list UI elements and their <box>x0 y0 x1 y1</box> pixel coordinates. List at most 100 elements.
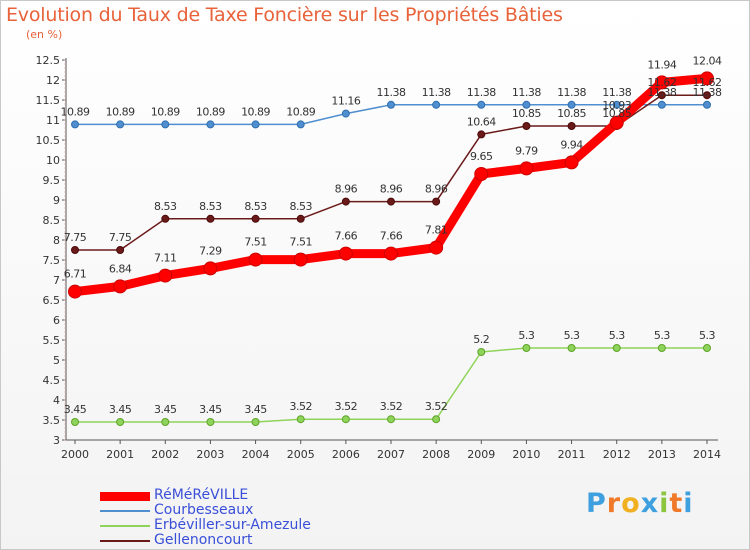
y-tick-label: 5.5 <box>43 334 61 347</box>
data-point-gellenoncourt <box>477 130 486 139</box>
data-label-courbesseaux: 11.38 <box>512 86 541 99</box>
y-tick-label: 4 <box>53 394 60 407</box>
data-point-erbeviller <box>477 348 486 356</box>
data-label-gellenoncourt: 8.96 <box>335 183 358 196</box>
logo-letter: i <box>659 488 670 519</box>
data-label-erbeviller: 3.52 <box>335 400 358 413</box>
legend-label-erbeviller: Erbéviller-sur-Amezule <box>154 517 311 533</box>
data-label-gellenoncourt: 10.85 <box>512 107 541 120</box>
data-point-remereville <box>609 115 624 130</box>
data-point-erbeviller <box>657 344 666 352</box>
y-tick-label: 7 <box>53 274 60 287</box>
x-tick-label: 2006 <box>332 448 360 461</box>
y-tick-label: 3.5 <box>43 414 61 427</box>
data-label-courbesseaux: 11.38 <box>693 86 722 99</box>
proxiti-logo: Proxiti <box>586 488 694 519</box>
chart-title: Evolution du Taux de Taxe Foncière sur l… <box>6 4 563 26</box>
data-label-erbeviller: 5.3 <box>609 329 625 342</box>
data-label-gellenoncourt: 10.64 <box>467 115 496 128</box>
data-label-remereville: 7.66 <box>335 230 358 243</box>
data-point-erbeviller <box>522 344 531 352</box>
y-tick-label: 6 <box>53 314 60 327</box>
data-label-erbeviller: 3.52 <box>380 400 403 413</box>
x-tick-label: 2011 <box>558 448 586 461</box>
data-label-remereville: 11.94 <box>647 58 676 71</box>
logo-letter: P <box>586 488 607 519</box>
x-tick-label: 2013 <box>648 448 676 461</box>
data-label-gellenoncourt: 8.96 <box>380 183 403 196</box>
data-point-erbeviller <box>703 344 711 352</box>
data-label-courbesseaux: 10.89 <box>61 105 90 118</box>
data-label-remereville: 7.11 <box>154 252 177 265</box>
data-label-erbeviller: 5.3 <box>564 329 580 342</box>
data-point-erbeviller <box>567 344 576 352</box>
data-point-erbeviller <box>612 344 621 352</box>
data-label-remereville: 6.84 <box>109 262 132 275</box>
data-point-remereville <box>384 246 398 261</box>
data-point-courbesseaux <box>206 120 215 129</box>
data-point-gellenoncourt <box>387 197 395 206</box>
data-label-erbeviller: 5.2 <box>473 333 489 346</box>
x-tick-label: 2010 <box>512 448 540 461</box>
data-label-remereville: 7.81 <box>425 224 448 237</box>
data-label-courbesseaux: 10.89 <box>241 105 270 118</box>
data-point-remereville <box>564 155 579 170</box>
data-point-gellenoncourt <box>206 214 215 223</box>
data-label-courbesseaux: 11.38 <box>557 86 586 99</box>
data-point-courbesseaux <box>567 100 576 109</box>
data-label-gellenoncourt: 8.53 <box>289 200 312 213</box>
data-point-erbeviller <box>341 415 350 424</box>
data-point-remereville <box>429 240 444 255</box>
data-label-gellenoncourt: 11.62 <box>647 76 676 89</box>
data-label-courbesseaux: 10.89 <box>196 105 225 118</box>
x-tick-label: 2005 <box>287 448 315 461</box>
data-point-gellenoncourt <box>116 246 125 254</box>
data-point-courbesseaux <box>612 100 621 109</box>
logo-letter: i <box>683 488 694 519</box>
data-point-erbeviller <box>116 418 125 426</box>
y-tick-label: 6.5 <box>43 294 61 307</box>
logo-letter: x <box>640 488 660 519</box>
data-label-remereville: 6.71 <box>64 268 87 281</box>
data-label-erbeviller: 3.45 <box>109 403 132 416</box>
data-label-gellenoncourt: 11.62 <box>693 76 722 89</box>
y-tick-label: 9 <box>53 194 60 207</box>
x-tick-label: 2008 <box>422 448 450 461</box>
data-label-remereville: 7.51 <box>289 236 312 249</box>
data-point-remereville <box>338 246 353 261</box>
data-point-gellenoncourt <box>657 91 666 100</box>
x-tick-label: 2003 <box>196 448 224 461</box>
data-point-courbesseaux <box>657 100 666 109</box>
data-point-courbesseaux <box>251 120 260 129</box>
y-tick-label: 11 <box>46 114 60 127</box>
data-label-remereville: 9.94 <box>560 138 583 151</box>
x-tick-label: 2001 <box>106 448 134 461</box>
data-point-courbesseaux <box>522 100 531 109</box>
data-label-courbesseaux: 11.38 <box>422 86 451 99</box>
data-point-erbeviller <box>251 418 260 426</box>
data-label-remereville: 10.93 <box>602 99 631 112</box>
data-point-gellenoncourt <box>161 214 170 223</box>
data-point-erbeviller <box>296 415 305 424</box>
legend-label-gellenoncourt: Gellenoncourt <box>154 532 253 548</box>
data-label-courbesseaux: 11.38 <box>647 86 676 99</box>
data-point-remereville <box>68 284 82 299</box>
data-point-remereville <box>293 252 308 267</box>
x-tick-label: 2004 <box>242 448 270 461</box>
data-label-remereville: 9.65 <box>470 150 493 163</box>
data-label-remereville: 9.79 <box>515 144 538 157</box>
data-label-remereville: 7.29 <box>199 244 222 257</box>
data-label-erbeviller: 5.3 <box>518 329 534 342</box>
data-point-gellenoncourt <box>703 91 711 100</box>
data-label-erbeviller: 5.3 <box>699 329 715 342</box>
data-point-erbeviller <box>71 418 79 426</box>
data-point-remereville <box>158 268 173 283</box>
data-point-courbesseaux <box>296 120 305 129</box>
data-label-gellenoncourt: 10.85 <box>602 107 631 120</box>
y-tick-label: 4.5 <box>43 374 61 387</box>
data-label-remereville: 7.51 <box>244 236 267 249</box>
data-label-courbesseaux: 10.89 <box>106 105 135 118</box>
y-tick-label: 8 <box>53 234 60 247</box>
legend-swatch-remereville <box>100 492 150 501</box>
